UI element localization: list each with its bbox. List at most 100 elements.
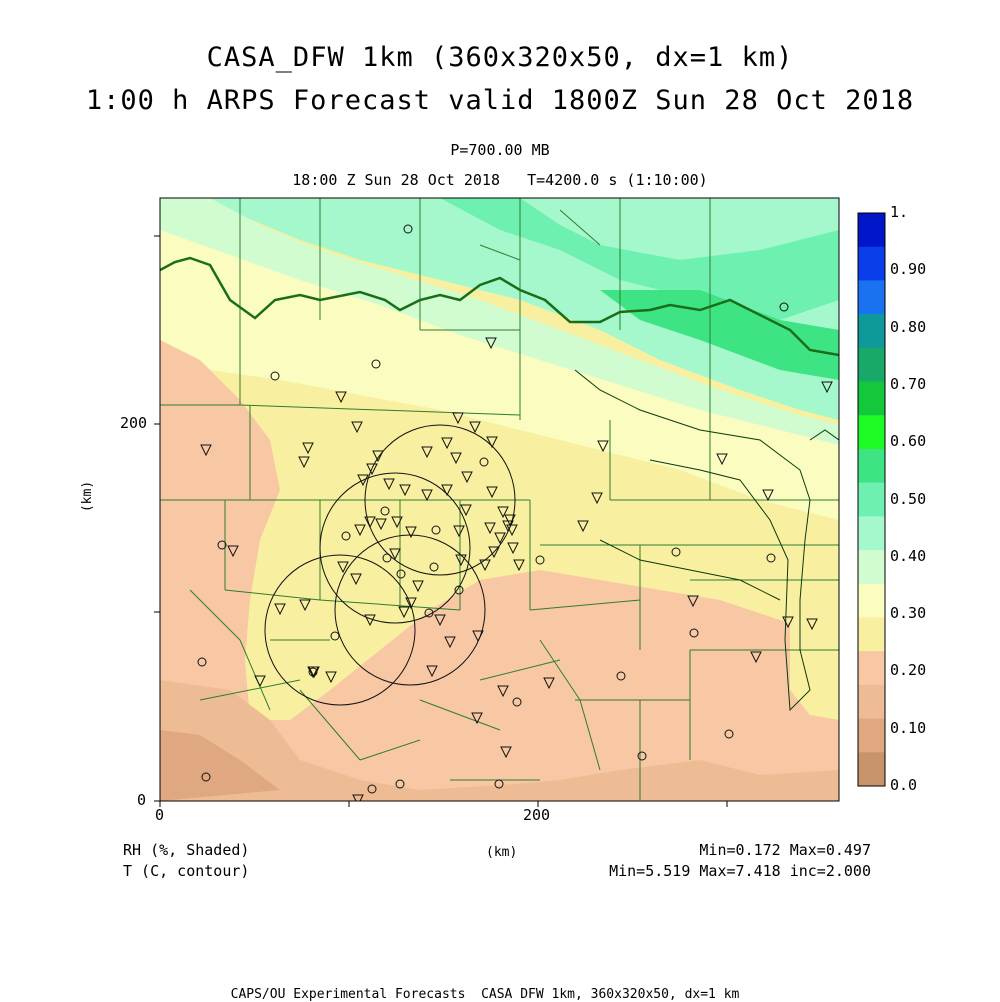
station-circle-marker [689, 628, 699, 638]
colorbar-swatch [858, 718, 885, 753]
station-triangle-marker [471, 712, 483, 725]
station-triangle-marker [444, 636, 456, 649]
station-triangle-marker [364, 614, 376, 627]
station-circle-marker [424, 608, 434, 618]
station-triangle-marker [441, 484, 453, 497]
station-circle-marker [766, 553, 776, 563]
colorbar-label: 0.50 [890, 489, 927, 508]
station-triangle-marker [497, 685, 509, 698]
title-line-1: CASA_DFW 1km (360x320x50, dx=1 km) [206, 42, 794, 73]
station-triangle-marker [354, 524, 366, 537]
station-triangle-marker [307, 666, 319, 679]
station-triangle-marker [806, 618, 818, 631]
station-triangle-marker [391, 516, 403, 529]
station-triangle-marker [577, 520, 589, 533]
station-triangle-marker [364, 516, 376, 529]
station-triangle-marker [486, 486, 498, 499]
colorbar-swatch [858, 482, 885, 517]
colorbar [857, 212, 886, 787]
station-markers [197, 224, 833, 801]
station-triangle-marker [597, 440, 609, 453]
stats-shaded: Min=0.172 Max=0.497 [699, 841, 871, 859]
colorbar-label: 0.90 [890, 260, 927, 279]
station-triangle-marker [441, 437, 453, 450]
time-info: 18:00 Z Sun 28 Oct 2018 T=4200.0 s (1:10… [292, 171, 708, 189]
station-triangle-marker [472, 630, 484, 643]
station-circle-marker [270, 371, 280, 381]
station-circle-marker [330, 631, 340, 641]
station-circle-marker [396, 569, 406, 579]
y-axis-unit: (km) [80, 480, 96, 513]
legend-contour-field: T (C, contour) [123, 862, 250, 880]
colorbar-label: 0.60 [890, 432, 927, 451]
colorbar-swatch [858, 684, 885, 720]
station-triangle-marker [479, 559, 491, 572]
station-triangle-marker [421, 489, 433, 502]
station-triangle-marker [389, 548, 401, 561]
colorbar-label: 0.20 [890, 661, 927, 680]
station-triangle-marker [507, 542, 519, 555]
station-triangle-marker [366, 463, 378, 476]
station-circle-marker [724, 729, 734, 739]
station-triangle-marker [461, 471, 473, 484]
station-circle-marker [341, 531, 351, 541]
colorbar-swatch [858, 516, 885, 551]
state-border-red-river [160, 256, 839, 357]
colorbar-swatch [858, 651, 885, 686]
station-circle-marker [197, 657, 207, 667]
station-triangle-marker [687, 595, 699, 608]
station-triangle-marker [352, 794, 364, 801]
colorbar-swatch [858, 752, 885, 787]
legend-shaded-field: RH (%, Shaded) [123, 841, 250, 859]
colorbar-label: 0.70 [890, 374, 927, 393]
station-circle-marker [371, 359, 381, 369]
station-triangle-marker [485, 337, 497, 350]
station-triangle-marker [227, 545, 239, 558]
station-triangle-marker [254, 675, 266, 688]
colorbar-frame [857, 212, 886, 787]
station-triangle-marker [497, 506, 509, 519]
station-circle-marker [429, 562, 439, 572]
colorbar-swatch [858, 448, 885, 484]
station-triangle-marker [452, 412, 464, 425]
station-triangle-marker [469, 421, 481, 434]
y-tick-label-200: 200 [120, 414, 148, 432]
station-circle-marker [512, 697, 522, 707]
station-triangle-marker [335, 391, 347, 404]
station-triangle-marker [357, 474, 369, 487]
x-tick-label-0: 0 [155, 806, 165, 824]
station-triangle-marker [750, 651, 762, 664]
station-circle-marker [779, 302, 789, 312]
station-triangle-marker [460, 504, 472, 517]
station-triangle-marker [351, 421, 363, 434]
station-triangle-marker [398, 606, 410, 619]
station-triangle-marker [426, 665, 438, 678]
station-triangle-marker [504, 514, 516, 527]
station-triangle-marker [372, 450, 384, 463]
x-axis-unit: (km) [486, 845, 518, 860]
station-circle-marker [479, 457, 489, 467]
station-triangle-marker [383, 478, 395, 491]
colorbar-swatch [858, 246, 885, 281]
station-triangle-marker [399, 484, 411, 497]
station-circle-marker [431, 525, 441, 535]
colorbar-label: 0.0 [890, 776, 918, 794]
pressure-level: P=700.00 MB [450, 141, 550, 159]
station-circle-marker [382, 553, 392, 563]
station-triangle-marker [716, 453, 728, 466]
title-line-2: 1:00 h ARPS Forecast valid 1800Z Sun 28 … [85, 85, 915, 116]
station-circle-marker [494, 779, 504, 789]
colorbar-swatch [858, 347, 885, 383]
station-triangle-marker [405, 526, 417, 539]
station-circle-marker [367, 784, 377, 794]
station-triangle-marker [302, 442, 314, 455]
station-triangle-marker [513, 559, 525, 572]
colorbar-swatch [858, 550, 885, 585]
colorbar-label: 1. [890, 203, 909, 221]
footer-credit: CAPS/OU Experimental Forecasts CASA DFW … [230, 987, 740, 1002]
station-triangle-marker [486, 436, 498, 449]
station-circle-marker [454, 585, 464, 595]
colorbar-label: 0.10 [890, 718, 927, 737]
station-triangle-marker [506, 524, 518, 537]
